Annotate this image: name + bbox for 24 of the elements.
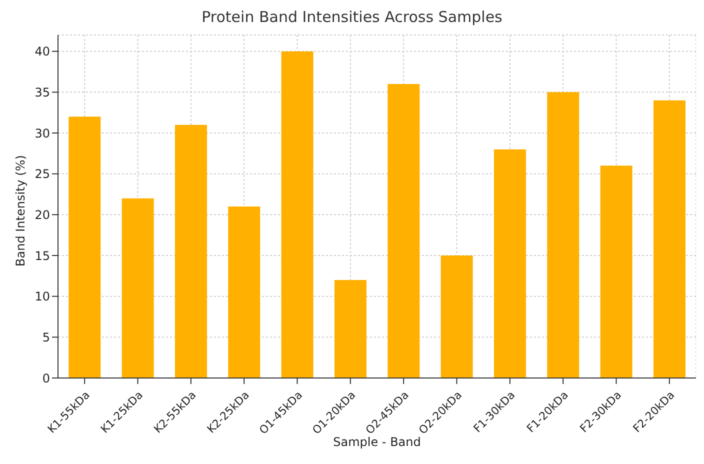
bar [281,51,314,378]
x-axis-title: Sample - Band [333,435,421,449]
y-tick-label: 0 [42,371,50,386]
y-tick-label: 5 [42,330,50,344]
bar [494,149,526,378]
bar [228,206,260,378]
bar [122,198,154,378]
y-tick-label: 20 [34,208,50,222]
y-tick-label: 15 [34,248,50,263]
y-tick-label: 10 [34,290,50,304]
y-tick-label: 35 [34,85,50,100]
bar [440,256,473,378]
bar [388,84,420,378]
bar [653,100,686,378]
y-tick-label: 25 [34,167,50,182]
y-axis-title: Band Intensity (%) [13,155,28,266]
y-tick-label: 30 [34,126,50,140]
bar [174,124,207,378]
bar [68,116,101,378]
chart-title: Protein Band Intensities Across Samples [200,8,504,28]
y-tick-label: 40 [34,44,50,59]
bar [600,166,632,378]
bar [547,92,580,378]
bar [334,280,366,378]
